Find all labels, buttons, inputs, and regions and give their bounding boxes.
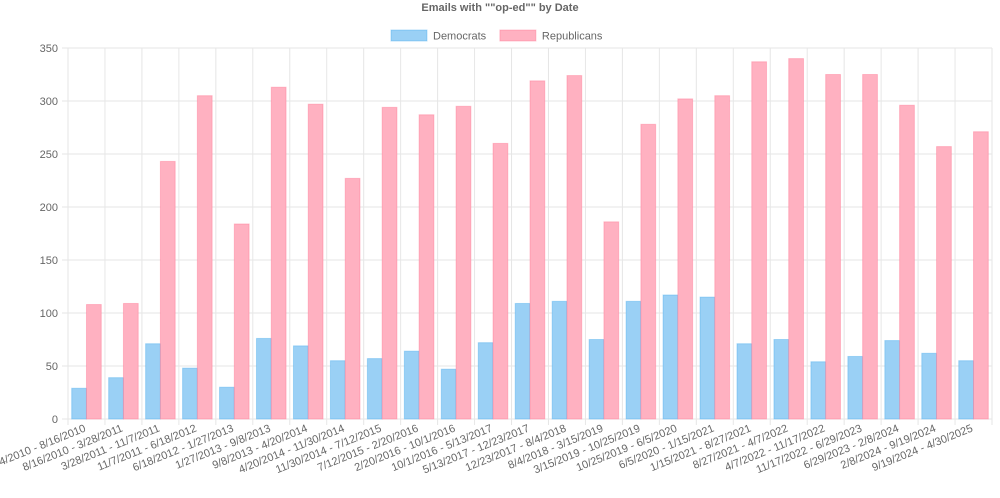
bar-republicans[interactable]: [159, 160, 176, 420]
bar-democrats[interactable]: [145, 343, 161, 420]
bar-democrats[interactable]: [182, 367, 198, 420]
bar-democrats[interactable]: [366, 358, 383, 420]
bar-republicans[interactable]: [640, 123, 657, 420]
bar-democrats[interactable]: [219, 386, 235, 420]
y-tick-label: 150: [40, 255, 58, 267]
legend-item-democrats[interactable]: Democrats: [390, 29, 487, 43]
bar-democrats[interactable]: [736, 343, 753, 420]
y-tick-label: 350: [40, 43, 58, 55]
bar-democrats[interactable]: [551, 300, 568, 420]
chart-title: Emails with ""op-ed"" by Date: [421, 2, 578, 14]
bar-democrats[interactable]: [662, 294, 679, 420]
y-tick-label: 50: [46, 361, 58, 373]
bar-democrats[interactable]: [440, 368, 457, 420]
bar-republicans[interactable]: [455, 105, 472, 420]
y-axis: 0 50 100 150 200 250 300 350: [40, 43, 58, 426]
bar-democrats[interactable]: [958, 360, 975, 420]
legend-label: Democrats: [433, 31, 487, 43]
legend-item-republicans[interactable]: Republicans: [499, 29, 603, 43]
y-tick-label: 300: [40, 96, 58, 108]
grid-lines: [62, 47, 993, 425]
bar-republicans[interactable]: [899, 104, 915, 420]
legend: Democrats Republicans: [390, 29, 603, 43]
bar-republicans[interactable]: [973, 131, 989, 420]
bar-republicans[interactable]: [603, 221, 620, 420]
y-tick-label: 250: [40, 149, 58, 161]
bar-democrats[interactable]: [292, 345, 309, 420]
bar-republicans[interactable]: [122, 302, 139, 420]
bar-republicans[interactable]: [492, 142, 509, 420]
bar-republicans[interactable]: [418, 114, 435, 420]
bar-democrats[interactable]: [921, 352, 938, 420]
bar-republicans[interactable]: [344, 177, 361, 420]
bar-democrats[interactable]: [514, 302, 531, 420]
bar-democrats[interactable]: [847, 355, 864, 420]
bar-republicans[interactable]: [825, 74, 841, 420]
bar-democrats[interactable]: [477, 342, 494, 420]
bar-republicans[interactable]: [233, 223, 250, 420]
bar-democrats[interactable]: [699, 296, 716, 420]
bar-democrats[interactable]: [403, 350, 420, 420]
bar-republicans[interactable]: [85, 304, 102, 420]
bar-democrats[interactable]: [588, 339, 605, 420]
bar-republicans[interactable]: [270, 86, 287, 420]
bar-democrats[interactable]: [625, 300, 642, 420]
y-tick-label: 200: [40, 202, 58, 214]
bar-republicans[interactable]: [529, 80, 546, 420]
bar-republicans[interactable]: [714, 95, 731, 420]
bar-republicans[interactable]: [677, 98, 694, 420]
y-tick-label: 0: [52, 414, 58, 426]
bars: [71, 58, 989, 420]
bar-republicans[interactable]: [381, 106, 398, 420]
bar-democrats[interactable]: [71, 387, 87, 420]
legend-swatch: [390, 29, 428, 42]
bar-republicans[interactable]: [307, 103, 324, 420]
bar-democrats[interactable]: [810, 361, 827, 420]
bar-democrats[interactable]: [255, 337, 272, 420]
bar-republicans[interactable]: [566, 75, 583, 420]
bar-democrats[interactable]: [329, 360, 346, 420]
bar-republicans[interactable]: [196, 95, 213, 420]
bar-republicans[interactable]: [936, 146, 952, 420]
legend-label: Republicans: [542, 31, 603, 43]
y-tick-label: 100: [40, 308, 58, 320]
bar-republicans[interactable]: [751, 61, 768, 420]
bar-democrats[interactable]: [108, 377, 124, 420]
bar-democrats[interactable]: [773, 339, 790, 420]
bar-republicans[interactable]: [862, 74, 878, 420]
bar-republicans[interactable]: [788, 58, 805, 420]
legend-swatch: [499, 29, 537, 42]
bar-democrats[interactable]: [884, 340, 901, 420]
